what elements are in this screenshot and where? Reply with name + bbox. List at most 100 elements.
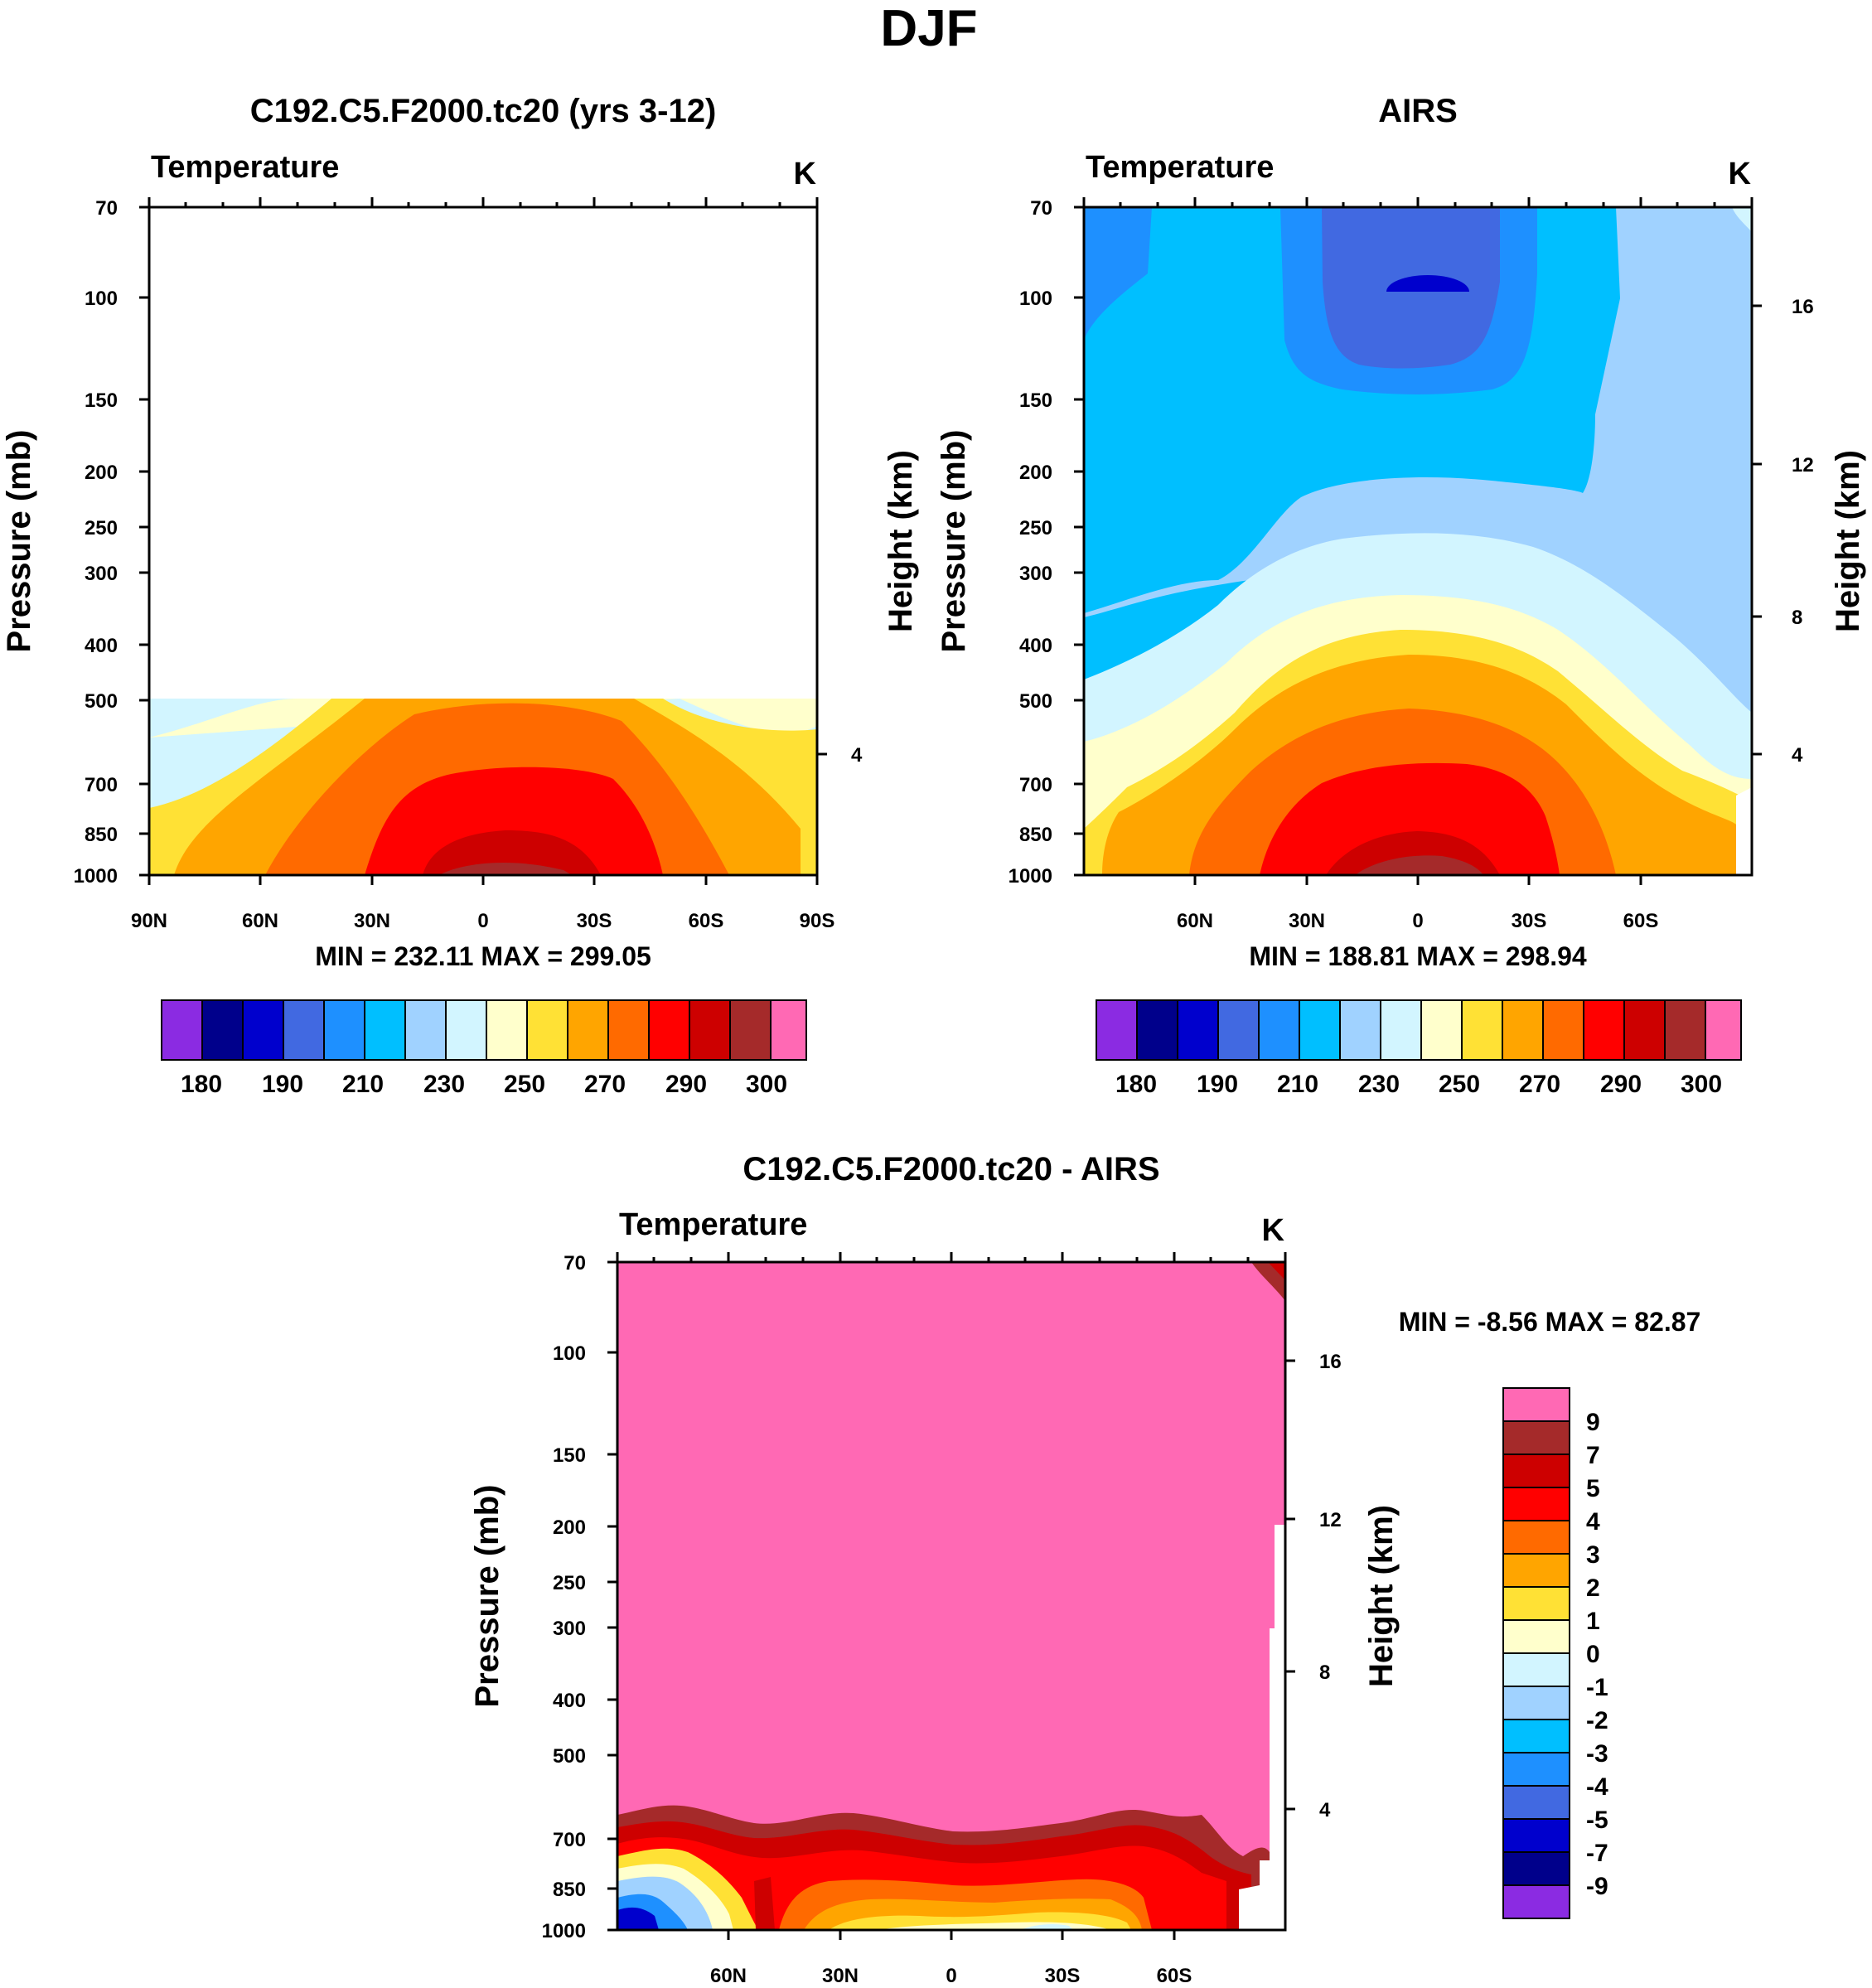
x-tick-label: 60S xyxy=(1623,910,1659,932)
height-tick-label: 4 xyxy=(1792,744,1803,767)
colorbar-label: 180 xyxy=(181,1071,222,1098)
y-tick-label: 100 xyxy=(1019,288,1052,310)
y-tick-label: 100 xyxy=(553,1342,586,1365)
x-tick-label: 30S xyxy=(577,910,612,932)
colorbar-label: 190 xyxy=(262,1071,303,1098)
panel-obs: AIRS Temperature K 70 100 150 xyxy=(936,93,1866,1098)
colorbar-label: 300 xyxy=(1681,1071,1722,1098)
x-tick-label: 30N xyxy=(822,1965,859,1987)
colorbar: 180 190 210 230 250 270 290 300 xyxy=(1096,999,1742,1098)
y-right-ticks: 16 12 8 4 xyxy=(1752,296,1814,767)
x-tick-label: 0 xyxy=(477,910,488,932)
y-tick-label: 850 xyxy=(85,824,118,846)
x-ticks: 60N 30N 0 30S 60S xyxy=(710,1930,1192,1987)
y-tick-label: 150 xyxy=(85,389,118,412)
colorbar-label: -3 xyxy=(1586,1740,1608,1768)
height-tick-label: 16 xyxy=(1792,296,1814,318)
x-tick-label: 30S xyxy=(1512,910,1547,932)
top-ticks xyxy=(616,1252,1287,1262)
colorbar-label: -9 xyxy=(1586,1873,1608,1900)
min-max-label: MIN = -8.56 MAX = 82.87 xyxy=(1399,1307,1701,1337)
colorbar-label: 290 xyxy=(1600,1071,1642,1098)
y-axis-label: Pressure (mb) xyxy=(1,430,37,653)
colorbar-label: 0 xyxy=(1586,1641,1600,1668)
y-tick-label: 100 xyxy=(85,288,118,310)
y-axis-label: Pressure (mb) xyxy=(936,430,972,653)
y-ticks: 70 100 150 200 250 300 400 500 700 850 1… xyxy=(74,197,149,888)
y-right-ticks: 4 xyxy=(817,744,863,767)
x-tick-label: 0 xyxy=(946,1965,956,1987)
colorbar-label: 300 xyxy=(746,1071,787,1098)
colorbar-label: 230 xyxy=(1358,1071,1400,1098)
colorbar-label: 180 xyxy=(1115,1071,1157,1098)
panel-title: C192.C5.F2000.tc20 (yrs 3-12) xyxy=(250,93,717,129)
panel-model: C192.C5.F2000.tc20 (yrs 3-12) Temperatur… xyxy=(1,93,919,1098)
colorbar-label: 4 xyxy=(1586,1508,1600,1536)
panel-diff: C192.C5.F2000.tc20 - AIRS Temperature K xyxy=(469,1151,1700,1987)
colorbar-label: 2 xyxy=(1586,1574,1600,1602)
figure-title: DJF xyxy=(880,0,977,57)
height-tick-label: 4 xyxy=(851,744,863,767)
x-tick-label: 60N xyxy=(710,1965,747,1987)
y-tick-label: 70 xyxy=(1030,197,1052,220)
units-label: K xyxy=(1262,1213,1285,1248)
colorbar-label: 250 xyxy=(504,1071,545,1098)
panel-title: AIRS xyxy=(1378,93,1458,129)
y-tick-label: 70 xyxy=(95,197,118,220)
y-tick-label: 700 xyxy=(553,1829,586,1851)
colorbar-label: 3 xyxy=(1586,1541,1600,1569)
y-tick-label: 70 xyxy=(564,1252,586,1275)
colorbar-label: -2 xyxy=(1586,1707,1608,1734)
y-ticks: 70 100 150 200 250 300 400 500 700 850 1… xyxy=(542,1252,617,1942)
x-tick-label: 60S xyxy=(689,910,724,932)
y-tick-label: 200 xyxy=(553,1516,586,1539)
colorbar-label: -1 xyxy=(1586,1674,1608,1701)
colorbar-label: 7 xyxy=(1586,1442,1600,1469)
height-tick-label: 12 xyxy=(1319,1509,1342,1531)
y-tick-label: 1000 xyxy=(1009,865,1052,888)
x-tick-label: 90S xyxy=(800,910,835,932)
variable-label: Temperature xyxy=(619,1207,807,1242)
x-tick-label: 30N xyxy=(354,910,390,932)
x-ticks: 90N 60N 30N 0 30S 60S 90S xyxy=(131,875,834,932)
colorbar-label: -5 xyxy=(1586,1807,1608,1834)
y-tick-label: 300 xyxy=(1019,563,1052,585)
y-tick-label: 1000 xyxy=(542,1920,586,1942)
top-ticks xyxy=(1082,197,1753,207)
y-right-ticks: 16 12 8 4 xyxy=(1285,1351,1342,1821)
x-ticks: 60N 30N 0 30S 60S xyxy=(1177,875,1658,932)
y-tick-label: 500 xyxy=(1019,690,1052,713)
colorbar: 180 190 210 230 250 270 290 300 xyxy=(161,999,807,1098)
right-axis-label: Height (km) xyxy=(1830,450,1866,632)
y-tick-label: 1000 xyxy=(74,865,118,888)
variable-label: Temperature xyxy=(1086,150,1274,185)
colorbar-label: 290 xyxy=(665,1071,707,1098)
variable-label: Temperature xyxy=(151,150,339,185)
colorbar-label: -4 xyxy=(1586,1773,1608,1801)
y-tick-label: 250 xyxy=(1019,517,1052,539)
units-label: K xyxy=(1729,157,1752,191)
colorbar-label: 270 xyxy=(1519,1071,1560,1098)
y-tick-label: 200 xyxy=(85,462,118,484)
colorbar-label: 190 xyxy=(1197,1071,1238,1098)
colorbar: 9 7 5 4 3 2 1 0 -1 -2 -3 -4 -5 -7 -9 xyxy=(1502,1387,1608,1919)
y-tick-label: 300 xyxy=(85,563,118,585)
height-tick-label: 16 xyxy=(1319,1351,1342,1373)
contour-fill xyxy=(1084,207,1752,875)
colorbar-label: 1 xyxy=(1586,1608,1600,1635)
height-tick-label: 8 xyxy=(1319,1662,1330,1684)
x-tick-label: 0 xyxy=(1412,910,1423,932)
right-axis-label: Height (km) xyxy=(1363,1505,1400,1687)
units-label: K xyxy=(794,157,817,191)
y-tick-label: 400 xyxy=(1019,635,1052,657)
colorbar-label: 210 xyxy=(342,1071,384,1098)
y-tick-label: 500 xyxy=(553,1745,586,1768)
x-tick-label: 60N xyxy=(1177,910,1213,932)
y-tick-label: 700 xyxy=(85,774,118,796)
top-ticks xyxy=(148,197,819,207)
panel-title: C192.C5.F2000.tc20 - AIRS xyxy=(743,1151,1159,1187)
y-tick-label: 250 xyxy=(553,1572,586,1594)
height-tick-label: 8 xyxy=(1792,607,1802,629)
min-max-label: MIN = 188.81 MAX = 298.94 xyxy=(1249,941,1587,971)
y-tick-label: 150 xyxy=(1019,389,1052,412)
